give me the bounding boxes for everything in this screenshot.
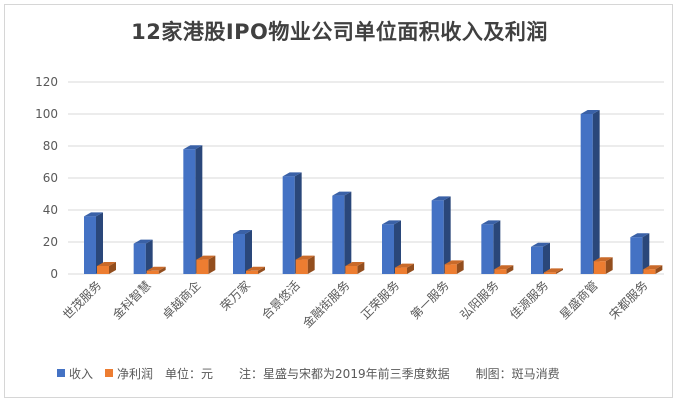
- x-tick-label: 合景悠活: [258, 278, 303, 323]
- bars: [84, 110, 663, 274]
- legend-label-profit: 净利润: [117, 366, 154, 381]
- bar-profit: [494, 265, 514, 274]
- legend-swatch-revenue: [57, 369, 65, 377]
- y-tick-label: 20: [43, 235, 58, 249]
- bar-revenue: [531, 242, 550, 274]
- y-tick-label: 120: [35, 75, 58, 89]
- legend-item-revenue: 收入: [57, 365, 93, 382]
- chart-credit: 制图：斑马消费: [475, 366, 560, 381]
- bar-revenue: [133, 239, 153, 274]
- bar-revenue: [282, 172, 302, 274]
- legend-item-profit: 净利润: [105, 365, 153, 382]
- bar-revenue: [84, 212, 103, 274]
- bar-revenue: [580, 110, 600, 274]
- bar-revenue: [431, 196, 451, 274]
- x-tick-label: 星盛商管: [556, 278, 601, 323]
- bar-revenue: [332, 191, 352, 274]
- legend-label-revenue: 收入: [69, 366, 94, 381]
- x-tick-label: 荣万家: [217, 278, 253, 314]
- bar-revenue: [481, 220, 501, 274]
- bar-profit: [295, 255, 315, 274]
- legend: 收入 净利润 单位：元 注：星盛与宋都为2019年前三季度数据 制图：斑马消费: [57, 364, 560, 382]
- data-note: 注：星盛与宋都为2019年前三季度数据: [239, 366, 450, 381]
- bar-profit: [146, 266, 166, 274]
- x-tick-label: 弘阳服务: [457, 278, 502, 323]
- unit-note: 单位：元: [165, 366, 214, 381]
- x-tick-label: 第一服务: [407, 278, 452, 323]
- bar-profit: [395, 263, 414, 274]
- chart-title: 12家港股IPO物业公司单位面积收入及利润: [131, 20, 548, 44]
- bar-profit: [345, 262, 365, 274]
- x-tick-label: 正荣服务: [358, 278, 403, 323]
- bar-profit: [544, 268, 563, 274]
- y-tick-label: 100: [35, 107, 58, 121]
- x-tick-label: 卓越商企: [159, 278, 204, 323]
- bar-profit: [643, 265, 663, 274]
- y-axis: 0 20 40 60 80 100 120: [35, 75, 58, 281]
- bar-revenue: [630, 233, 650, 274]
- x-tick-label: 宋都服务: [606, 278, 651, 323]
- x-tick-label: 佳源服务: [507, 278, 552, 323]
- bar-revenue: [382, 220, 401, 274]
- bar-revenue: [183, 145, 203, 274]
- bar-profit: [593, 257, 613, 274]
- y-tick-label: 80: [43, 139, 58, 153]
- x-tick-label: 金融街服务: [299, 278, 352, 331]
- x-tick-label: 金科智慧: [109, 278, 154, 323]
- y-tick-label: 0: [50, 267, 58, 281]
- bar-revenue: [233, 230, 252, 274]
- legend-swatch-profit: [105, 369, 114, 377]
- bar-profit: [246, 266, 265, 274]
- x-tick-label: 世茂服务: [60, 278, 105, 323]
- grid-lines: [68, 81, 664, 275]
- y-tick-label: 40: [43, 203, 58, 217]
- bar-profit: [444, 260, 464, 274]
- bar-profit: [196, 255, 216, 274]
- y-tick-label: 60: [43, 171, 58, 185]
- bar-profit: [97, 262, 116, 274]
